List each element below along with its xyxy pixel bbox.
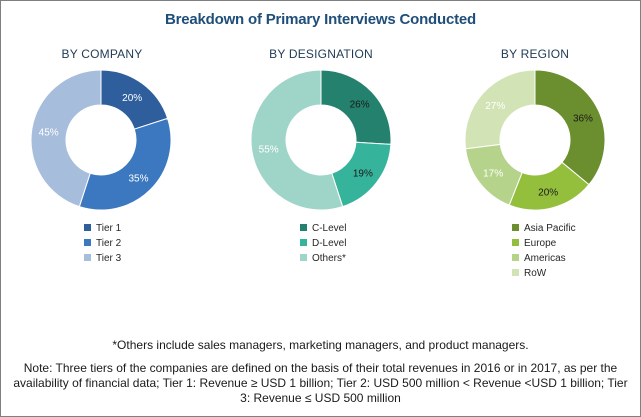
designation-data-label-d-level: 19% (353, 168, 373, 179)
region-legend-item-americas: Americas (512, 251, 576, 266)
legend-label: RoW (524, 268, 547, 279)
designation-legend-item-d-level: D-Level (300, 236, 346, 251)
legend-swatch (300, 254, 307, 261)
designation-panel-title: BY DESIGNATION (269, 47, 373, 61)
legend-label: Tier 1 (96, 223, 122, 234)
designation-data-label-others: 55% (259, 144, 279, 155)
legend-label: Others* (312, 253, 346, 264)
legend-swatch (84, 224, 91, 231)
company-slice-tier-3 (30, 69, 102, 208)
legend-label: Tier 3 (96, 253, 122, 264)
legend-label: Asia Pacific (524, 223, 576, 234)
legend-label: C-Level (312, 223, 347, 234)
designation-slice-others (250, 69, 344, 211)
legend-swatch (512, 254, 519, 261)
region-legend-item-row: RoW (512, 266, 576, 281)
region-legend: Asia Pacific Europe Americas RoW (512, 221, 576, 281)
designation-legend-item-others: Others* (300, 251, 346, 266)
company-legend-item-tier-2: Tier 2 (84, 236, 121, 251)
legend-swatch (300, 224, 307, 231)
designation-data-label-c-level: 26% (350, 100, 370, 111)
legend-label: D-Level (312, 238, 347, 249)
region-data-label-row: 27% (485, 101, 505, 112)
company-legend-item-tier-3: Tier 3 (84, 251, 121, 266)
legend-swatch (512, 239, 519, 246)
region-slice-asia-pacific (534, 69, 606, 186)
legend-swatch (512, 269, 519, 276)
chart-title: Breakdown of Primary Interviews Conducte… (164, 11, 477, 28)
company-legend-item-tier-1: Tier 1 (84, 221, 121, 236)
company-data-label-tier-2: 35% (128, 173, 148, 184)
legend-label: Tier 2 (96, 238, 122, 249)
region-slice-row (464, 69, 536, 150)
region-legend-item-asia-pacific: Asia Pacific (512, 221, 576, 236)
region-data-label-asia-pacific: 36% (573, 113, 593, 124)
designation-legend-item-c-level: C-Level (300, 221, 346, 236)
designation-legend: C-Level D-Level Others* (300, 221, 346, 266)
others-footnote: *Others include sales managers, marketin… (112, 338, 529, 352)
legend-swatch (84, 254, 91, 261)
company-data-label-tier-3: 45% (39, 128, 59, 139)
region-legend-item-europe: Europe (512, 236, 576, 251)
designation-slice-c-level (320, 69, 392, 145)
legend-label: Americas (524, 253, 566, 264)
tier-definition-note: Note: Three tiers of the companies are d… (13, 361, 628, 405)
legend-swatch (300, 239, 307, 246)
company-legend: Tier 1 Tier 2 Tier 3 (84, 221, 121, 266)
company-panel-title: BY COMPANY (61, 47, 143, 61)
company-slice-tier-2 (78, 117, 172, 211)
region-data-label-americas: 17% (483, 168, 503, 179)
region-data-label-europe: 20% (538, 187, 558, 198)
legend-swatch (84, 239, 91, 246)
company-data-label-tier-1: 20% (122, 93, 142, 104)
region-panel-title: BY REGION (500, 47, 570, 61)
legend-label: Europe (524, 238, 557, 249)
legend-swatch (512, 224, 519, 231)
